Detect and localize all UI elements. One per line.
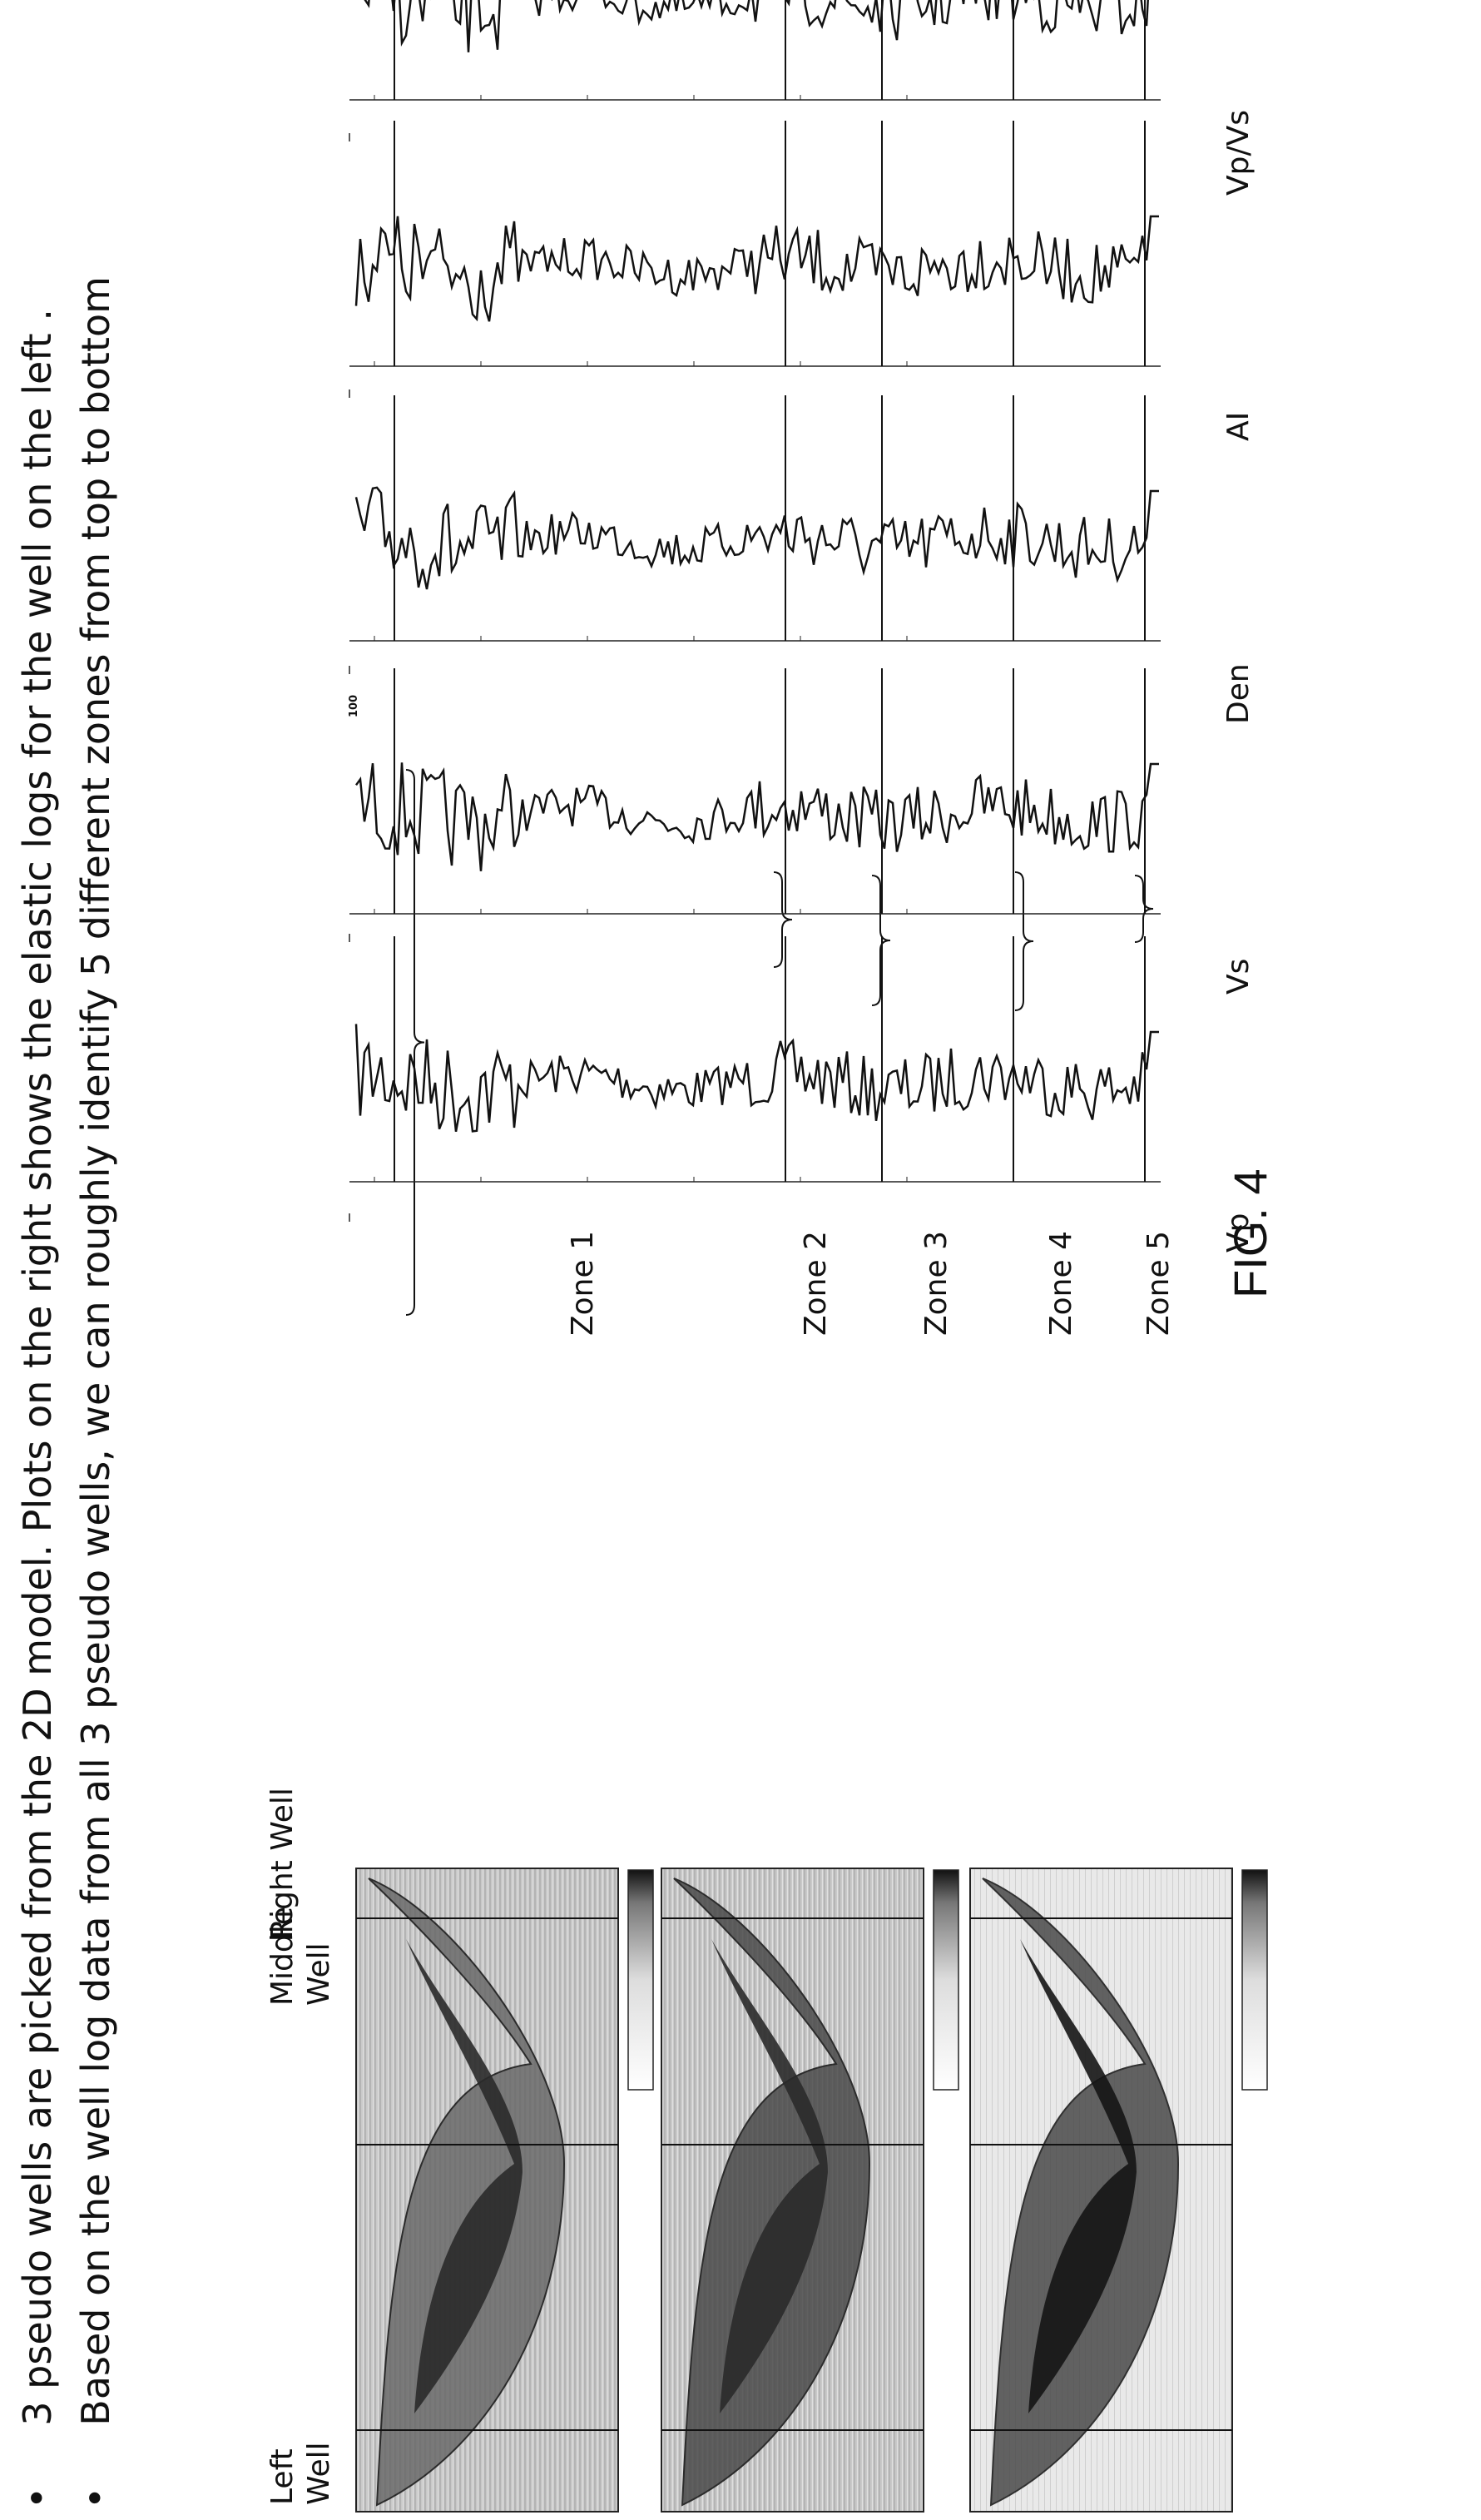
log-curve-vpvs: [364, 0, 1149, 52]
zone-brace-2: [773, 871, 793, 968]
zone-brace-3: [871, 875, 891, 1006]
model-panel-2: [661, 1868, 959, 2513]
track-vpvs: [349, 0, 1161, 141]
lens-core: [1020, 1939, 1137, 2413]
log-curve-ai: [354, 215, 1159, 322]
colorbar: [627, 1869, 654, 2091]
track-vp: [349, 936, 1161, 1222]
lens-core: [406, 1939, 523, 2413]
track-den: [349, 395, 1161, 674]
lens-body: [982, 1878, 1180, 2507]
lens-core: [711, 1939, 828, 2413]
colorbar: [933, 1869, 959, 2091]
model-panel-1: [355, 1868, 654, 2513]
log-curve-vp: [354, 1024, 1159, 1133]
log-curve-den: [354, 486, 1159, 590]
zone-brace-1: [405, 769, 425, 1316]
lens-body: [673, 1878, 871, 2507]
lens-body: [368, 1878, 566, 2507]
zone-brace-4: [1014, 871, 1034, 1011]
track-vs: [349, 668, 1161, 942]
track-ai: [349, 121, 1161, 398]
log-curve-vs: [354, 762, 1159, 871]
zone-brace-5: [1134, 875, 1154, 943]
colorbar: [1241, 1869, 1268, 2091]
model-panel-3: [969, 1868, 1268, 2513]
